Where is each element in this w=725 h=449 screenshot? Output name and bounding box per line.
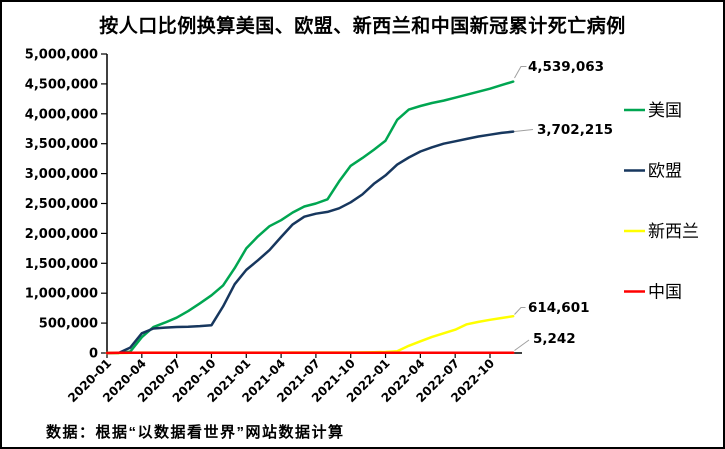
y-tick-label: 1,000,000 — [25, 287, 98, 302]
data-label-leader-1 — [514, 129, 534, 132]
y-tick-label: 4,500,000 — [25, 77, 98, 92]
data-label-2: 614,601 — [528, 300, 590, 316]
legend-label-0: 美国 — [648, 101, 682, 120]
data-label-0: 4,539,063 — [528, 59, 604, 75]
data-label-leader-0 — [514, 66, 527, 79]
y-tick-label: 1,500,000 — [25, 257, 98, 272]
legend-entry-1: 欧盟 — [624, 162, 682, 181]
legend-entry-3: 中国 — [624, 283, 682, 302]
legend-label-1: 欧盟 — [648, 162, 682, 181]
data-label-leader-3 — [514, 339, 530, 351]
y-tick-label: 3,000,000 — [25, 167, 98, 182]
legend-label-3: 中国 — [648, 283, 682, 302]
y-tick-label: 4,000,000 — [25, 107, 98, 122]
legend-entry-0: 美国 — [624, 101, 682, 120]
y-tick-label: 500,000 — [39, 317, 98, 332]
series-line-0 — [105, 80, 515, 355]
source-note: 数据：根据“以数据看世界”网站数据计算 — [46, 424, 345, 441]
y-tick-label: 2,500,000 — [25, 197, 98, 212]
y-tick-label: 3,500,000 — [25, 137, 98, 152]
y-tick-label: 2,000,000 — [25, 227, 98, 242]
chart-title: 按人口比例换算美国、欧盟、新西兰和中国新冠累计死亡病例 — [99, 16, 626, 37]
y-tick-label: 0 — [89, 347, 98, 362]
legend-entry-2: 新西兰 — [624, 222, 699, 241]
y-tick-label: 5,000,000 — [25, 48, 98, 63]
series-line-1 — [105, 130, 515, 355]
data-label-leader-2 — [514, 307, 526, 315]
data-label-3: 5,242 — [533, 331, 576, 347]
data-label-1: 3,702,215 — [537, 122, 613, 138]
legend-label-2: 新西兰 — [648, 222, 699, 241]
